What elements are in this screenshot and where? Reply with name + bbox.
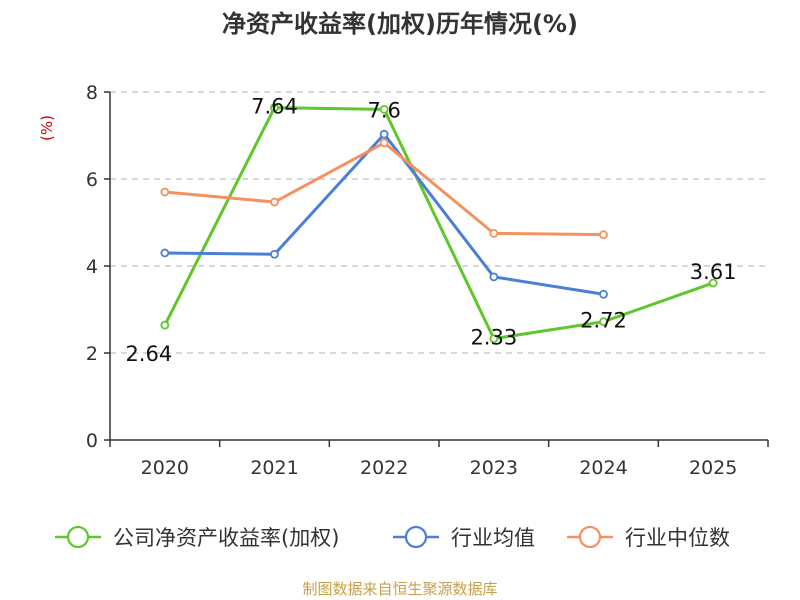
data-point [160, 248, 170, 258]
series-line-2 [164, 141, 604, 237]
data-label: 3.61 [690, 260, 737, 284]
x-tick-label: 2025 [689, 457, 737, 479]
x-tick-label: 2024 [579, 457, 627, 479]
data-point [599, 289, 608, 299]
series-line-0 [163, 106, 714, 341]
legend-item-0[interactable]: 公司净资产收益率(加权) [55, 525, 339, 550]
chart-title: 净资产收益率(加权)历年情况(%) [222, 10, 578, 38]
data-point [708, 278, 718, 288]
data-labels: 2.64 7.64 7.6 2.33 2.72 3.61 [125, 95, 736, 367]
y-tick-label: 8 [86, 82, 98, 104]
y-tick-label: 6 [86, 169, 98, 191]
data-point [270, 103, 279, 113]
data-point [489, 228, 499, 238]
data-point [489, 272, 499, 282]
data-label: 7.64 [251, 95, 298, 119]
y-tick-label: 4 [86, 256, 98, 278]
data-point [599, 317, 608, 327]
legend-item-2[interactable]: 行业中位数 [567, 525, 730, 550]
x-tick-label: 2023 [470, 457, 518, 479]
axes: 0 2 4 6 8 2020 2021 2022 2023 2024 2025 [86, 82, 769, 479]
legend-label: 行业均值 [451, 526, 535, 550]
data-point [379, 138, 389, 148]
x-tick-label: 2021 [250, 457, 298, 479]
x-tick-label: 2020 [141, 457, 189, 479]
data-point [160, 320, 170, 330]
legend-marker [578, 525, 602, 549]
data-point [489, 334, 499, 344]
y-tick-label: 0 [86, 430, 98, 452]
data-label: 2.64 [125, 342, 172, 366]
legend-marker [66, 525, 90, 549]
data-point [270, 197, 279, 207]
data-point [379, 105, 389, 114]
legend-label: 公司净资产收益率(加权) [113, 526, 339, 550]
y-tick-label: 2 [86, 343, 98, 365]
legend[interactable]: 公司净资产收益率(加权) 行业均值 行业中位数 [55, 525, 730, 550]
series-lines [160, 103, 718, 344]
data-source-note: 制图数据来自恒生聚源数据库 [302, 580, 497, 598]
x-tick-label: 2022 [360, 457, 408, 479]
legend-marker [404, 525, 428, 549]
data-point [599, 230, 608, 240]
legend-item-1[interactable]: 行业均值 [393, 525, 535, 550]
data-label: 2.72 [580, 309, 627, 333]
data-label: 2.33 [470, 326, 517, 350]
legend-label: 行业中位数 [625, 526, 730, 550]
data-point [160, 187, 170, 197]
data-point [379, 129, 389, 139]
data-point [270, 249, 279, 259]
data-label: 7.6 [367, 98, 400, 122]
series-line-1 [164, 132, 604, 296]
y-axis-unit: (%) [38, 115, 56, 141]
